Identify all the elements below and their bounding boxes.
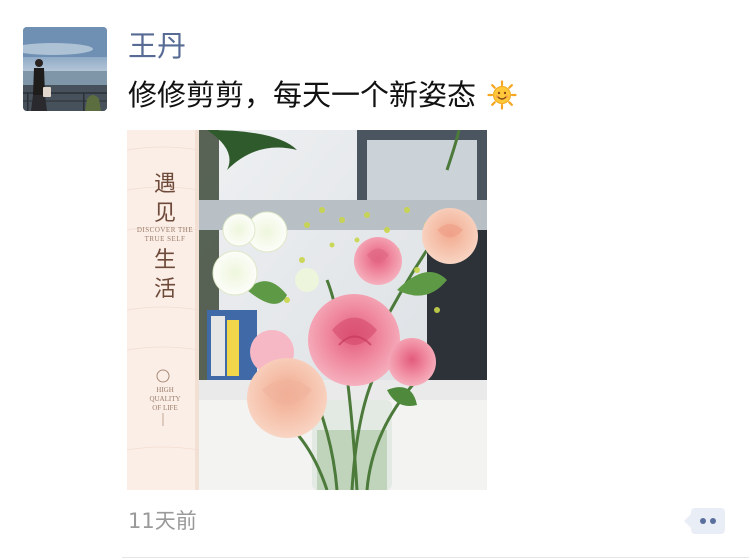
- post-photo[interactable]: 遇 见 DISCOVER THE TRUE SELF 生 活 HIGH QUAL…: [127, 130, 487, 490]
- author-name[interactable]: 王丹: [128, 29, 187, 63]
- avatar-image: [23, 27, 107, 111]
- card-tagline-line: HIGH: [156, 386, 174, 394]
- card-title-lower: 生 活: [151, 246, 179, 304]
- card-subtitle-line: TRUE SELF: [144, 235, 186, 243]
- flower-photo-image: [127, 130, 487, 490]
- post-text: 修修剪剪，每天一个新姿态: [128, 78, 477, 112]
- card-tagline-line: OF LIFE: [152, 404, 178, 412]
- card-title-char: 见: [153, 201, 176, 226]
- card-title: 遇 见: [151, 170, 179, 228]
- dot-icon: [700, 518, 706, 524]
- more-actions-button[interactable]: [684, 508, 725, 534]
- sun-smile-emoji-icon: [487, 80, 517, 110]
- more-actions-pointer: [684, 514, 691, 528]
- divider: [122, 557, 749, 558]
- card-title-char: 生: [153, 248, 176, 273]
- card-tagline-line: QUALITY: [149, 395, 181, 403]
- card-title-char: 遇: [153, 172, 176, 197]
- dot-icon: [710, 518, 716, 524]
- card-subtitle: DISCOVER THE TRUE SELF: [133, 226, 197, 244]
- post-text-line: 修修剪剪，每天一个新姿态: [128, 75, 517, 115]
- post-timestamp: 11天前: [128, 509, 197, 533]
- card-tagline: HIGH QUALITY OF LIFE: [139, 386, 191, 413]
- card-subtitle-line: DISCOVER THE: [136, 226, 194, 234]
- avatar[interactable]: [23, 27, 107, 111]
- card-title-char: 活: [153, 277, 176, 302]
